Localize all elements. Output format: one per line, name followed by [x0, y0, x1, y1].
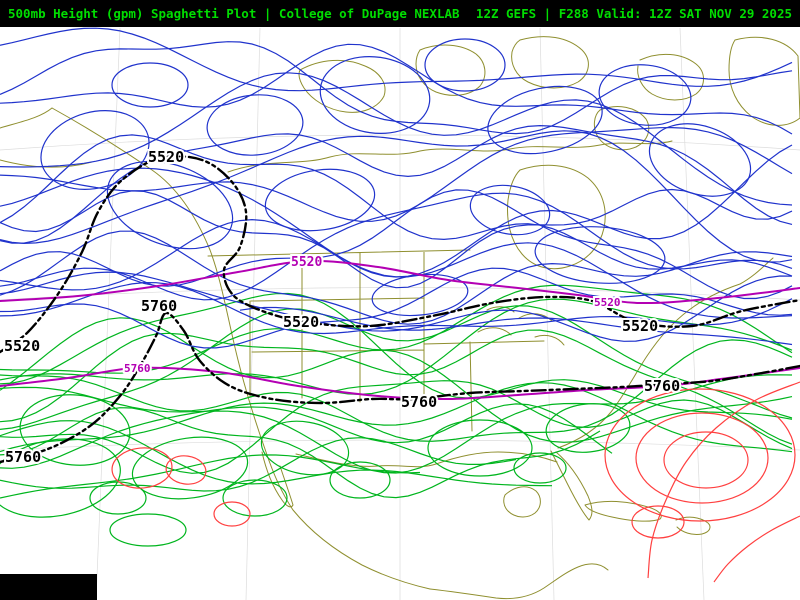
contour-label-5760: 5760 [124, 362, 151, 375]
gefs-members-extra-red [111, 381, 800, 583]
control-run-5520 [0, 154, 800, 354]
contour-label-5520: 5520 [4, 337, 40, 355]
contour-label-5760: 5760 [401, 393, 437, 411]
contour-label-5520: 5520 [594, 296, 621, 309]
model-valid-info: 12Z GEFS | F288 Valid: 12Z SAT NOV 29 20… [475, 6, 792, 21]
basemap-coastlines [0, 36, 800, 600]
chart-title: 500mb Height (gpm) Spaghetti Plot | Coll… [8, 6, 460, 21]
contour-label-5520: 5520 [148, 148, 184, 166]
ensemble-mean-5520 [0, 259, 800, 305]
contour-label-5520: 5520 [291, 255, 322, 270]
contour-label-5760: 5760 [644, 377, 680, 395]
contour-label-5760: 5760 [5, 448, 41, 466]
control-run-5760 [0, 311, 800, 464]
contour-label-5520: 5520 [622, 317, 658, 335]
gefs-members-5760-green [0, 284, 793, 547]
contour-labels: 5520576055205520552057605760576055205520… [2, 146, 682, 468]
contour-label-5760: 5760 [141, 297, 177, 315]
gefs-members-5520-blue [0, 27, 793, 349]
nexlab-logo-box [0, 574, 97, 600]
title-bar: 500mb Height (gpm) Spaghetti Plot | Coll… [0, 0, 800, 27]
contour-label-5520: 5520 [283, 313, 319, 331]
